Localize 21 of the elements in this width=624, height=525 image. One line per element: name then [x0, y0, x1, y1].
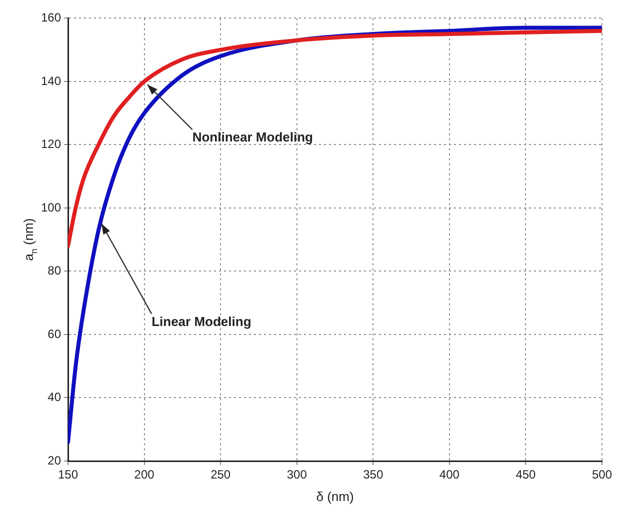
y-axis-title: an (nm) [21, 218, 40, 261]
y-tick-label: 60 [48, 326, 62, 341]
y-tick-label: 140 [40, 74, 62, 88]
x-tick-label: 450 [516, 468, 536, 482]
y-tick-label: 20 [48, 453, 62, 468]
x-axis-title: δ (nm) [316, 488, 354, 504]
line-series [68, 28, 602, 248]
x-tick-label: 400 [439, 468, 460, 482]
y-tick-label: 100 [40, 200, 62, 214]
x-tick-label: 250 [210, 468, 231, 482]
y-tick-label: 160 [40, 10, 62, 25]
y-tick-label: 80 [48, 264, 62, 278]
x-tick-label: 500 [592, 468, 612, 482]
x-tick-label: 300 [286, 468, 308, 482]
annotation: Nonlinear Modeling [192, 130, 314, 145]
y-tick-label: 40 [48, 390, 62, 404]
x-tick-label: 350 [363, 468, 384, 482]
x-tick-label: 150 [58, 468, 78, 482]
annotation: Linear Modeling [152, 314, 252, 329]
y-tick-label: 120 [40, 137, 62, 152]
x-tick-label: 200 [134, 468, 155, 482]
